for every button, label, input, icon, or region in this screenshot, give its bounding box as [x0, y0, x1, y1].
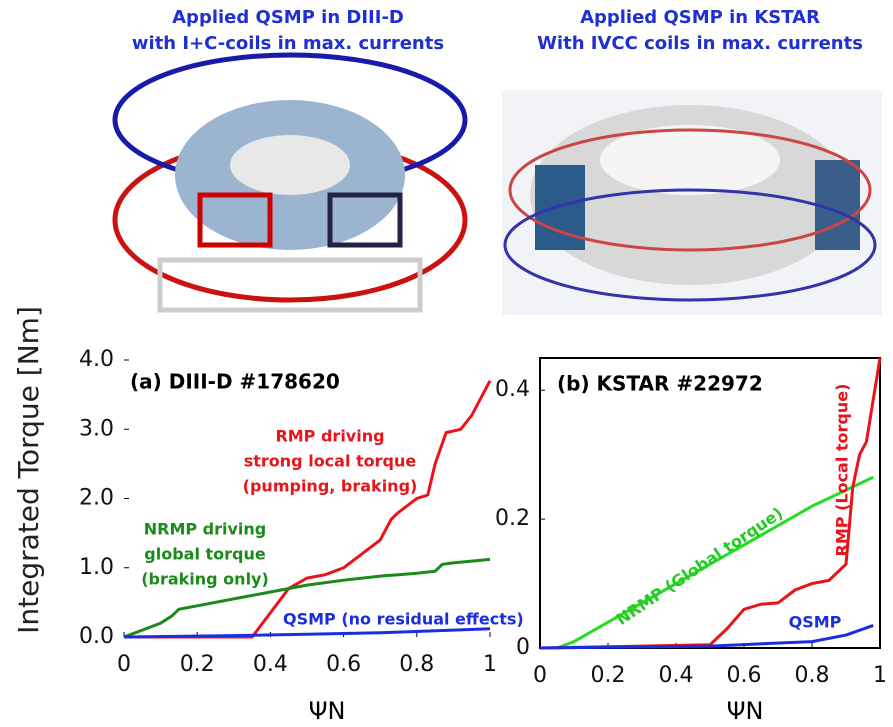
x-tick-label: 0.6 — [727, 663, 762, 688]
annotation: (pumping, braking) — [243, 477, 418, 496]
chart: 0 0.2 0.4 0 0.2 0.4 0.6 0.8 1 (b) KSTAR #22972 ΨN N… — [495, 358, 887, 725]
x-tick-label: 0 — [533, 663, 547, 688]
annotation: NRMP (Global torque) — [613, 503, 787, 629]
x-axis-label: ΨN — [727, 697, 764, 725]
image-caption: Applied QSMP in KSTAR — [580, 7, 820, 28]
y-tick-label: 4.0 — [79, 347, 114, 372]
annotation: global torque — [144, 545, 266, 564]
y-tick-label: 2.0 — [79, 486, 114, 511]
annotation: QSMP — [789, 613, 842, 632]
x-tick-label: 0.2 — [180, 652, 215, 677]
x-tick-label: 0.2 — [591, 663, 626, 688]
y-axis-label: Integrated Torque [Nm] — [12, 306, 45, 634]
annotation: (braking only) — [141, 570, 269, 589]
x-tick-label: 0.6 — [326, 652, 361, 677]
image-caption: Applied QSMP in DIII-D — [172, 7, 404, 28]
image-caption: With IVCC coils in max. currents — [537, 33, 863, 54]
x-tick-label: 1 — [483, 652, 497, 677]
figure: Applied QSMP in DIII-D with I+C-coils in … — [0, 0, 893, 727]
x-axis-label: ΨN — [309, 697, 346, 725]
plot-frame — [540, 358, 880, 648]
x-tick-label: 1 — [873, 663, 887, 688]
data-line — [540, 358, 880, 648]
chart: 0.0 1.0 2.0 3.0 4.0 0 0.2 0.4 0.6 0.8 1 (a) DIII-D … — [12, 306, 524, 725]
x-tick-label: 0.8 — [795, 663, 830, 688]
annotation: strong local torque — [244, 452, 417, 471]
chart-title: (a) DIII-D #178620 — [130, 370, 340, 394]
annotation: QSMP (no residual effects) — [283, 610, 524, 629]
render-diiid — [115, 55, 465, 310]
chart-title: (b) KSTAR #22972 — [557, 372, 763, 396]
x-tick-label: 0.4 — [659, 663, 694, 688]
x-tick-label: 0.8 — [399, 652, 434, 677]
annotation: RMP driving — [275, 427, 384, 446]
y-tick-label: 0.2 — [495, 506, 530, 531]
x-tick-label: 0.4 — [253, 652, 288, 677]
y-tick-label: 0 — [516, 635, 530, 660]
y-tick-label: 0.0 — [79, 624, 114, 649]
data-line — [124, 629, 490, 637]
x-tick-label: 0 — [117, 652, 131, 677]
data-line — [124, 381, 490, 637]
image-caption: with I+C-coils in max. currents — [132, 33, 444, 54]
y-tick-label: 0.4 — [495, 377, 530, 402]
annotation: RMP (Local torque) — [833, 384, 852, 557]
annotation: NRMP driving — [144, 520, 267, 539]
y-tick-label: 3.0 — [79, 416, 114, 441]
render-kstar — [502, 90, 882, 315]
y-tick-label: 1.0 — [79, 555, 114, 580]
